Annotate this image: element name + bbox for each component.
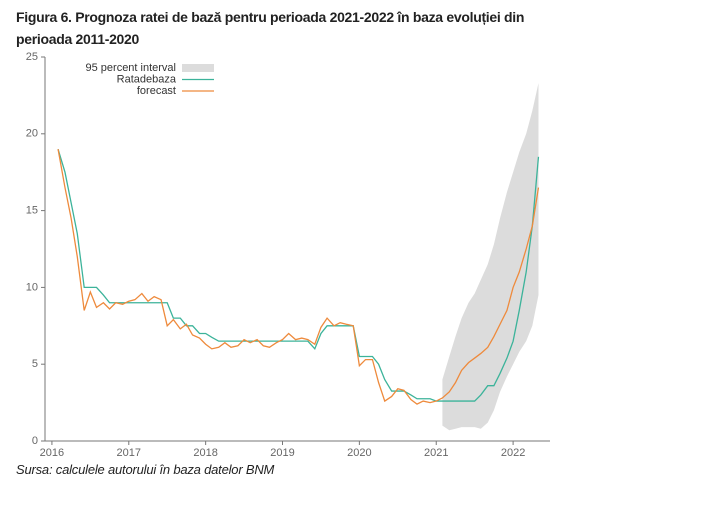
y-tick-label: 10 — [26, 281, 38, 293]
legend-label: 95 percent interval — [86, 62, 177, 74]
x-tick-label: 2022 — [501, 447, 525, 459]
chart-title: Figura 6. Prognoza ratei de bază pentru … — [16, 9, 525, 47]
x-tick-label: 2019 — [270, 447, 294, 459]
y-tick-label: 0 — [32, 435, 38, 447]
legend-label: Ratadebaza — [117, 73, 177, 85]
confidence-band — [442, 83, 539, 431]
x-tick-label: 2021 — [424, 447, 448, 459]
legend-label: forecast — [137, 85, 176, 97]
x-tick-label: 2018 — [193, 447, 217, 459]
y-tick-label: 20 — [26, 128, 38, 140]
x-tick-label: 2016 — [40, 447, 64, 459]
source-note: Sursa: calculele autorului în baza datel… — [16, 462, 275, 477]
y-tick-label: 25 — [26, 51, 38, 63]
y-tick-label: 5 — [32, 358, 38, 370]
x-tick-label: 2020 — [347, 447, 371, 459]
series-line — [57, 148, 540, 402]
y-tick-label: 15 — [26, 205, 38, 217]
series-line — [57, 149, 540, 405]
x-tick-label: 2017 — [117, 447, 141, 459]
legend-swatch — [182, 64, 214, 72]
